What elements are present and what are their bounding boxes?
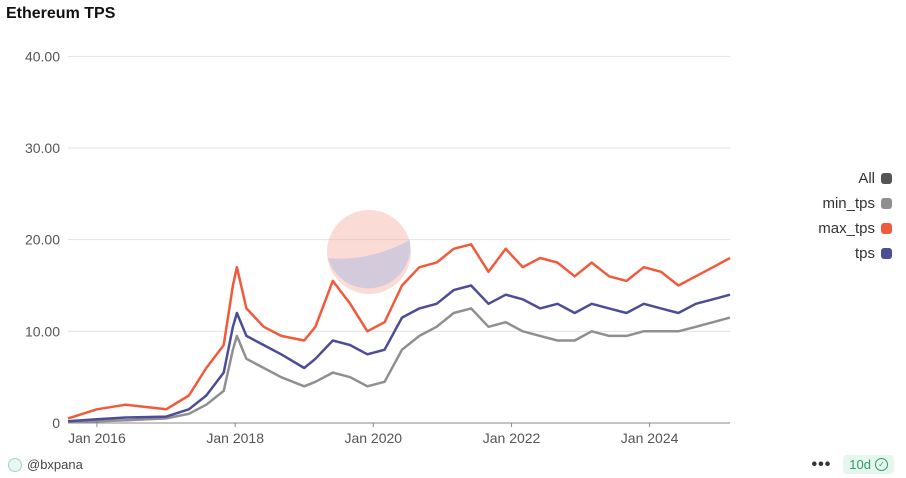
x-tick-label: Jan 2016: [68, 430, 126, 446]
legend-label-max-tps: max_tps: [818, 220, 875, 237]
refresh-badge[interactable]: 10d ✓: [843, 455, 894, 474]
author-credit[interactable]: @bxpana: [8, 457, 83, 472]
legend-label-min-tps: min_tps: [822, 195, 875, 212]
avatar: [8, 457, 22, 472]
watermark-logo-wave: [328, 240, 410, 289]
y-tick-label: 40.00: [25, 48, 60, 64]
y-tick-label: 30.00: [25, 140, 60, 156]
x-tick-label: Jan 2018: [206, 430, 264, 446]
y-tick-label: 10.00: [25, 323, 60, 339]
legend-label-all: All: [858, 170, 875, 187]
author-name: @bxpana: [27, 457, 83, 472]
series-line-tps: [67, 284, 731, 423]
refresh-badge-label: 10d: [849, 457, 871, 472]
more-icon[interactable]: •••: [811, 455, 832, 473]
series-line-max-tps: [67, 243, 731, 420]
legend-item-max-tps[interactable]: max_tps: [818, 220, 892, 237]
legend-swatch-max-tps: [881, 223, 892, 234]
check-icon: ✓: [875, 458, 888, 471]
y-tick-label: 0: [52, 415, 60, 431]
legend-label-tps: tps: [854, 245, 875, 262]
x-tick-label: Jan 2022: [483, 430, 541, 446]
x-tick-label: Jan 2020: [344, 430, 402, 446]
chart-canvas: 0 10.00 20.00 30.00 40.00 Jan 2016 Jan 2018 Jan…: [25, 48, 731, 446]
y-tick-label: 20.00: [25, 232, 60, 248]
footer-actions: ••• 10d ✓: [811, 455, 894, 474]
legend-swatch-tps: [881, 248, 892, 259]
x-tick-label: Jan 2024: [621, 430, 679, 446]
series-line-min-tps: [67, 307, 731, 424]
legend-item-min-tps[interactable]: min_tps: [822, 195, 892, 212]
legend-swatch-min-tps: [881, 198, 892, 209]
legend-item-all[interactable]: All: [858, 170, 892, 187]
chart-title: Ethereum TPS: [6, 5, 116, 22]
legend: All min_tps max_tps tps: [818, 170, 892, 262]
legend-item-tps[interactable]: tps: [855, 245, 892, 262]
legend-swatch-all: [881, 173, 892, 184]
